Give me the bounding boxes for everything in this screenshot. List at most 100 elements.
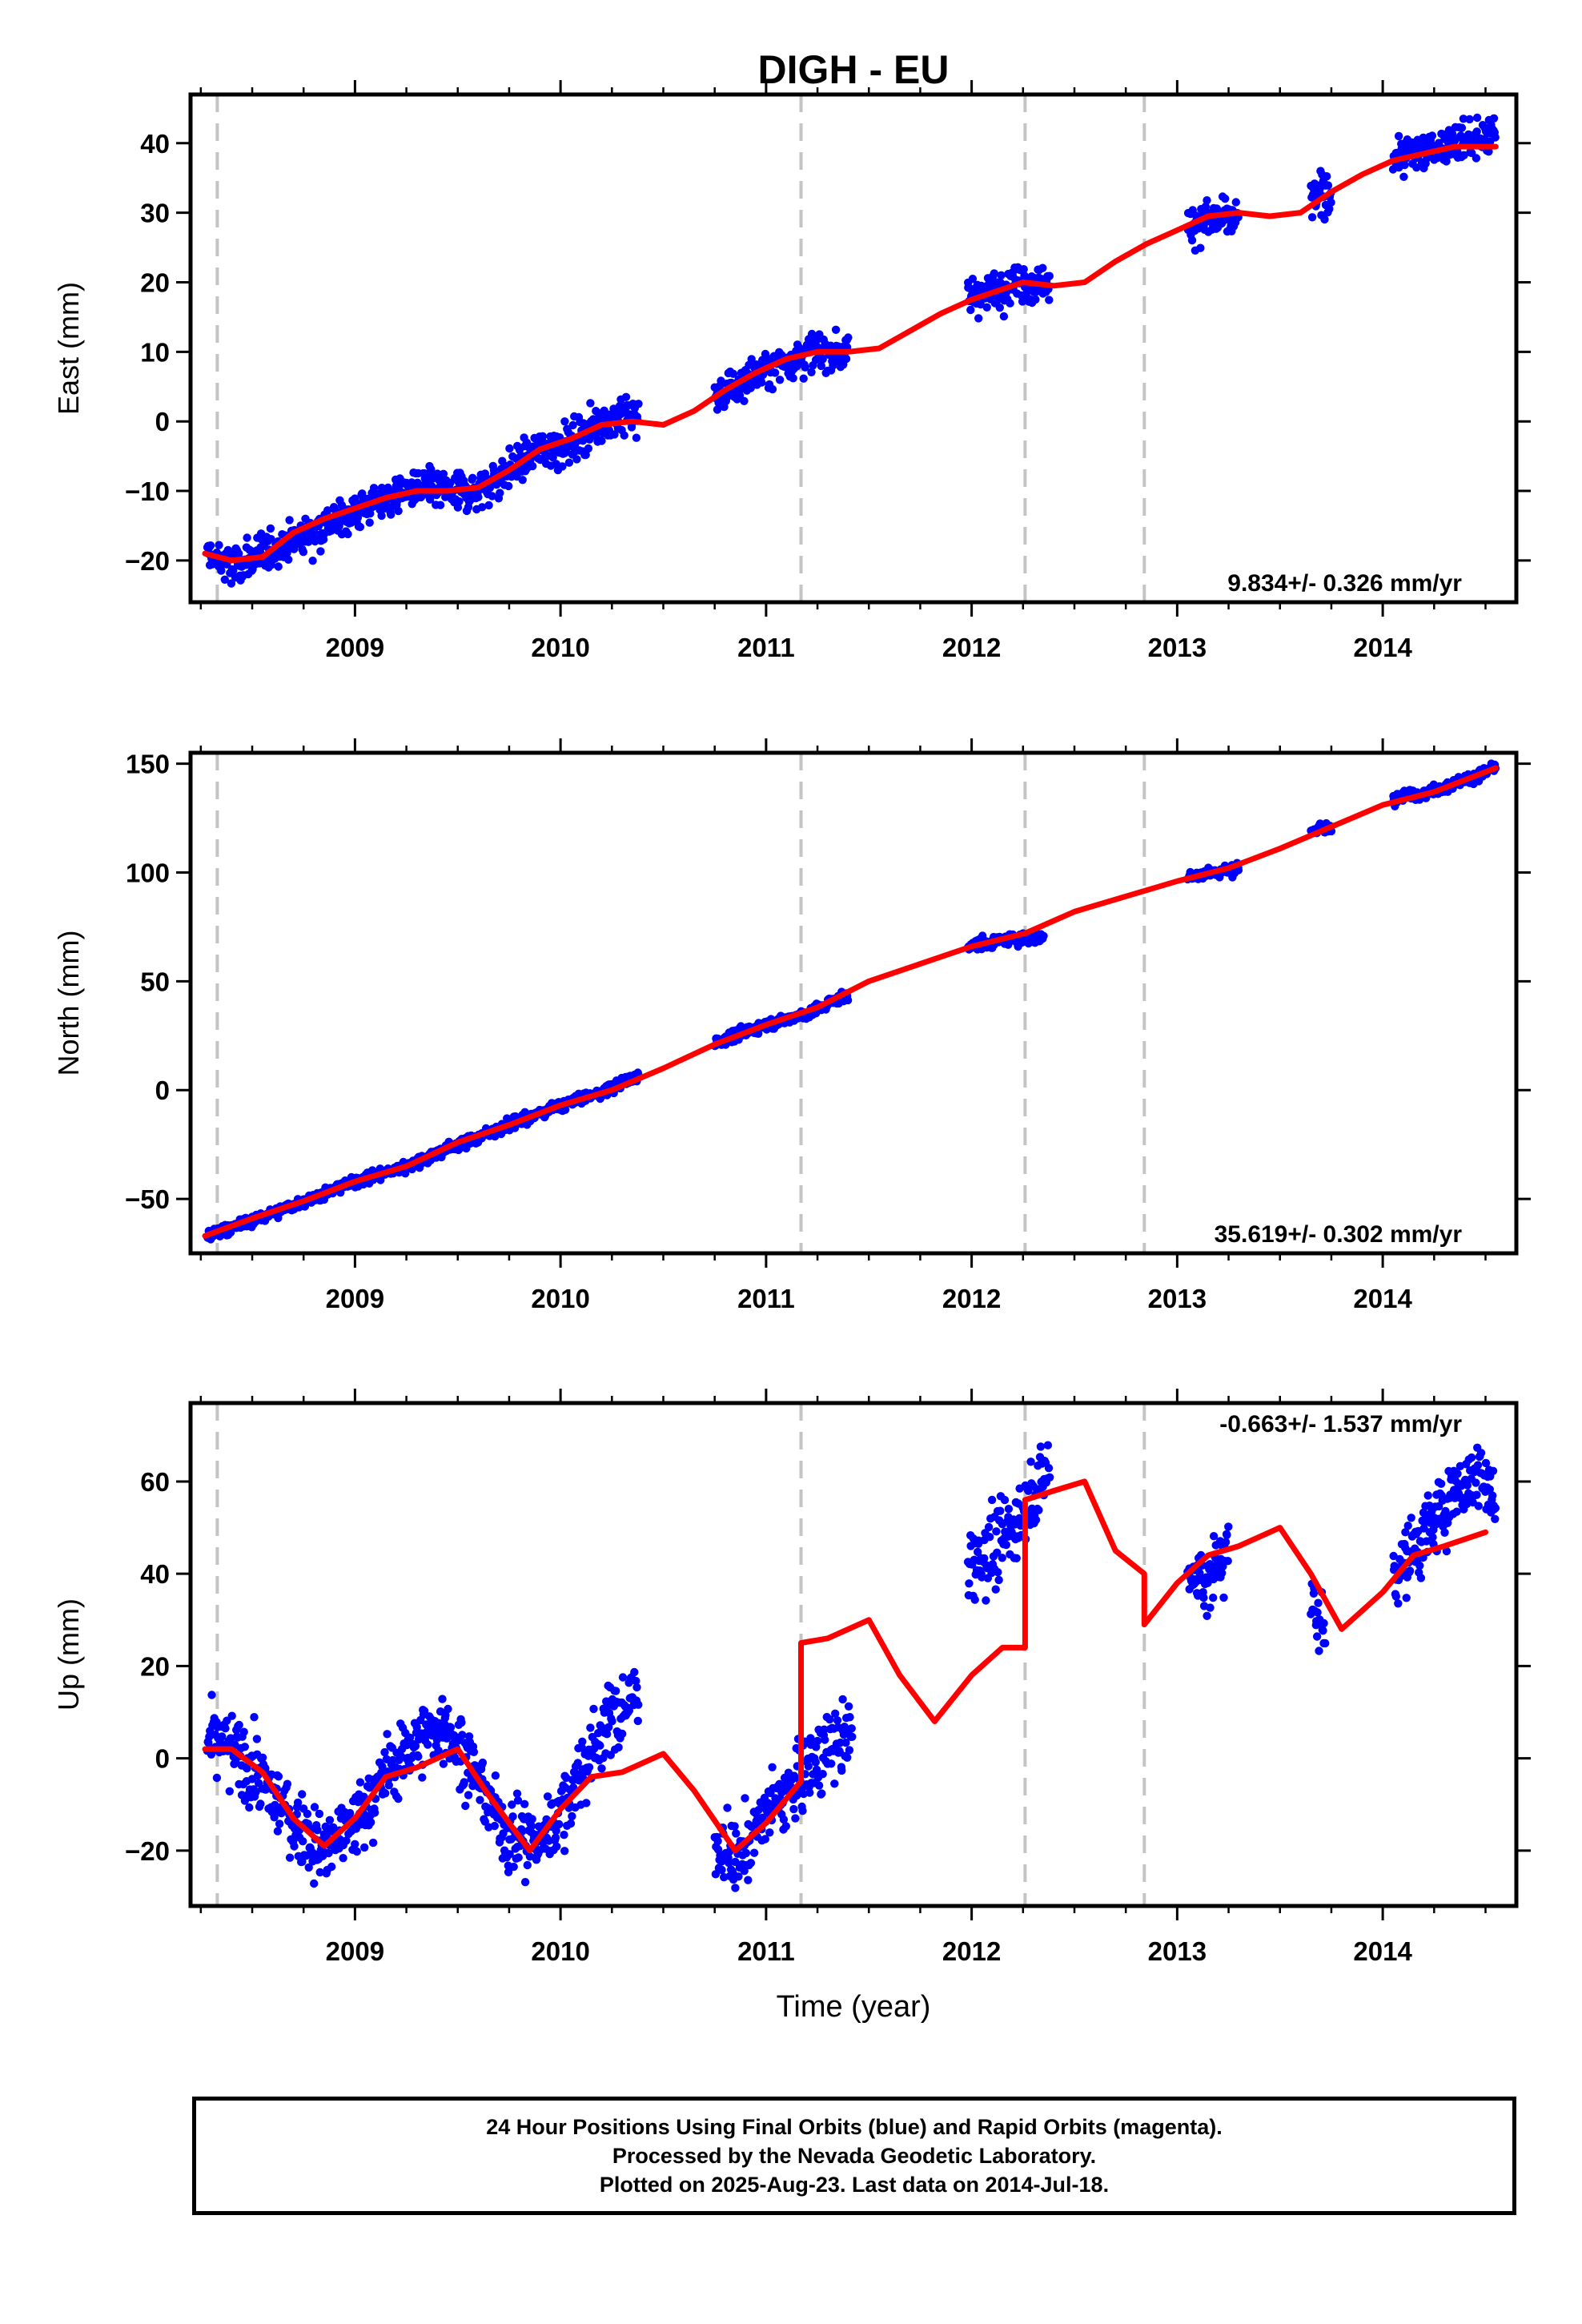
x-tick-label: 2013	[1148, 633, 1207, 662]
data-point	[1002, 1540, 1011, 1550]
y-tick-label: 30	[140, 199, 170, 228]
data-point	[589, 1704, 598, 1714]
data-point	[845, 1746, 854, 1755]
plot-area	[202, 753, 1500, 1253]
data-point	[844, 1702, 853, 1711]
data-point	[749, 1848, 759, 1857]
data-point	[496, 489, 504, 497]
data-point	[299, 1837, 307, 1846]
data-point	[299, 548, 308, 557]
data-point	[258, 1753, 267, 1762]
data-point	[831, 1709, 840, 1718]
data-point	[484, 501, 493, 510]
data-point	[274, 1772, 283, 1781]
data-point	[754, 1029, 763, 1039]
data-point	[731, 1857, 740, 1867]
data-point	[458, 1731, 467, 1739]
data-point	[1442, 157, 1451, 166]
data-point	[837, 1766, 846, 1775]
data-point	[1412, 163, 1421, 172]
data-point	[1491, 133, 1500, 142]
data-point	[566, 1819, 576, 1828]
data-point	[1481, 1458, 1491, 1468]
data-point	[1209, 1593, 1218, 1602]
data-point	[838, 1695, 847, 1704]
data-point	[1488, 1491, 1497, 1500]
data-point	[614, 1743, 623, 1752]
data-point	[999, 312, 1009, 321]
chart-title: DIGH - EU	[758, 47, 950, 92]
y-tick-label: 40	[140, 1559, 170, 1589]
data-point	[308, 557, 317, 565]
data-point	[560, 1831, 568, 1839]
data-point	[514, 1853, 523, 1862]
data-point	[227, 1711, 236, 1720]
x-tick-label: 2012	[942, 1284, 1001, 1313]
data-point	[505, 444, 514, 453]
data-point	[298, 1790, 307, 1799]
data-point	[610, 430, 619, 439]
data-point	[518, 476, 527, 485]
rate-label: 9.834+/- 0.326 mm/yr	[1227, 570, 1462, 597]
x-tick-label: 2009	[326, 1936, 384, 1966]
data-point	[1423, 1491, 1432, 1500]
x-tick-label: 2011	[737, 633, 795, 662]
data-point	[345, 1808, 355, 1818]
data-point	[388, 1755, 397, 1765]
data-point	[1428, 1533, 1437, 1542]
data-point	[1045, 296, 1054, 304]
data-point	[420, 1707, 429, 1715]
data-point	[572, 455, 581, 464]
data-point	[552, 1826, 560, 1835]
data-point	[775, 376, 785, 384]
data-point	[968, 275, 978, 283]
data-point	[1447, 129, 1457, 139]
data-point	[813, 1736, 822, 1746]
data-point	[1401, 1528, 1410, 1537]
data-point	[243, 1764, 251, 1773]
data-point	[740, 396, 749, 405]
x-tick-label: 2011	[737, 1284, 795, 1313]
data-point	[508, 1800, 516, 1809]
data-point	[804, 1762, 813, 1771]
data-point	[1004, 1505, 1014, 1514]
data-point	[343, 529, 352, 539]
data-point	[558, 462, 567, 471]
data-point	[474, 493, 483, 501]
data-point	[304, 1863, 313, 1872]
data-point	[1223, 1557, 1232, 1566]
data-point	[369, 484, 379, 493]
data-point	[994, 1568, 1002, 1577]
data-point	[525, 1852, 535, 1861]
data-point	[1472, 1478, 1480, 1487]
data-point	[820, 1725, 829, 1734]
data-point	[1485, 1485, 1495, 1494]
data-point	[1394, 1599, 1403, 1608]
data-point	[285, 1853, 295, 1862]
data-point	[602, 1730, 612, 1739]
data-point	[630, 1667, 639, 1677]
data-point	[355, 1778, 365, 1787]
data-point	[1218, 1569, 1227, 1578]
data-point	[840, 1723, 849, 1731]
data-point	[634, 1700, 643, 1709]
data-point	[1476, 1449, 1486, 1458]
x-tick-label: 2010	[531, 1284, 589, 1313]
data-point	[1472, 1490, 1481, 1499]
data-point	[316, 547, 325, 556]
data-point	[527, 1822, 536, 1831]
data-point	[1407, 1514, 1415, 1522]
data-point	[991, 1585, 1000, 1594]
data-point	[225, 1787, 234, 1795]
data-point	[831, 325, 841, 334]
data-point	[801, 363, 809, 372]
data-point	[273, 1827, 283, 1835]
data-point	[464, 1791, 473, 1799]
data-point	[1389, 1551, 1398, 1561]
model-line	[202, 143, 1499, 564]
x-tick-label: 2010	[531, 1936, 589, 1966]
data-point	[1463, 1481, 1472, 1490]
data-point	[974, 1547, 982, 1557]
data-point	[621, 392, 631, 401]
data-point	[231, 1757, 240, 1766]
